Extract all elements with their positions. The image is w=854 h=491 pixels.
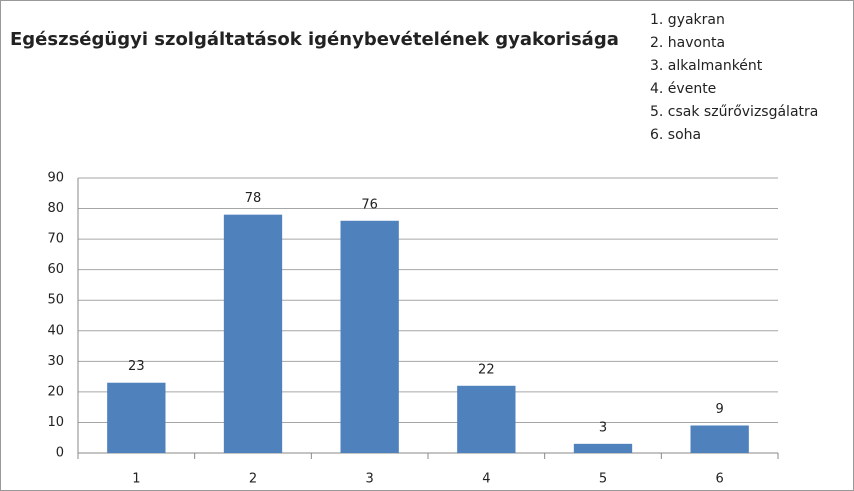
x-tick-label: 3 bbox=[366, 472, 374, 487]
legend-note: 5. csak szűrővizsgálatra bbox=[650, 104, 818, 120]
y-tick-label: 40 bbox=[47, 323, 64, 338]
y-tick-label: 60 bbox=[47, 262, 64, 277]
x-tick-label: 5 bbox=[599, 472, 607, 487]
y-tick-label: 30 bbox=[47, 354, 64, 369]
data-label: 22 bbox=[478, 362, 495, 377]
y-tick-label: 10 bbox=[47, 415, 64, 430]
data-label: 9 bbox=[716, 402, 724, 417]
y-tick-label: 70 bbox=[47, 232, 64, 247]
x-tick-label: 6 bbox=[716, 472, 724, 487]
y-tick-label: 0 bbox=[56, 446, 64, 461]
bar bbox=[223, 214, 283, 453]
y-tick-label: 20 bbox=[47, 384, 64, 399]
chart-title: Egészségügyi szolgáltatások igénybevétel… bbox=[10, 29, 619, 50]
legend-note: 2. havonta bbox=[650, 35, 725, 51]
legend-note: 4. évente bbox=[650, 81, 716, 97]
bar bbox=[340, 220, 399, 453]
bar bbox=[457, 385, 516, 453]
bar bbox=[573, 443, 633, 453]
data-label: 76 bbox=[361, 197, 378, 212]
legend-note: 3. alkalmanként bbox=[650, 58, 763, 74]
y-tick-label: 90 bbox=[47, 171, 64, 186]
y-tick-label: 80 bbox=[47, 201, 64, 216]
legend-note: 1. gyakran bbox=[650, 12, 725, 28]
bar bbox=[690, 425, 749, 453]
data-label: 23 bbox=[128, 359, 145, 374]
y-tick-label: 50 bbox=[47, 293, 64, 308]
data-label: 3 bbox=[599, 420, 607, 435]
data-label: 78 bbox=[245, 191, 262, 206]
x-tick-label: 1 bbox=[132, 472, 140, 487]
bar bbox=[107, 382, 166, 453]
x-tick-label: 4 bbox=[482, 472, 490, 487]
legend-note: 6. soha bbox=[650, 127, 701, 143]
x-tick-label: 2 bbox=[249, 472, 257, 487]
